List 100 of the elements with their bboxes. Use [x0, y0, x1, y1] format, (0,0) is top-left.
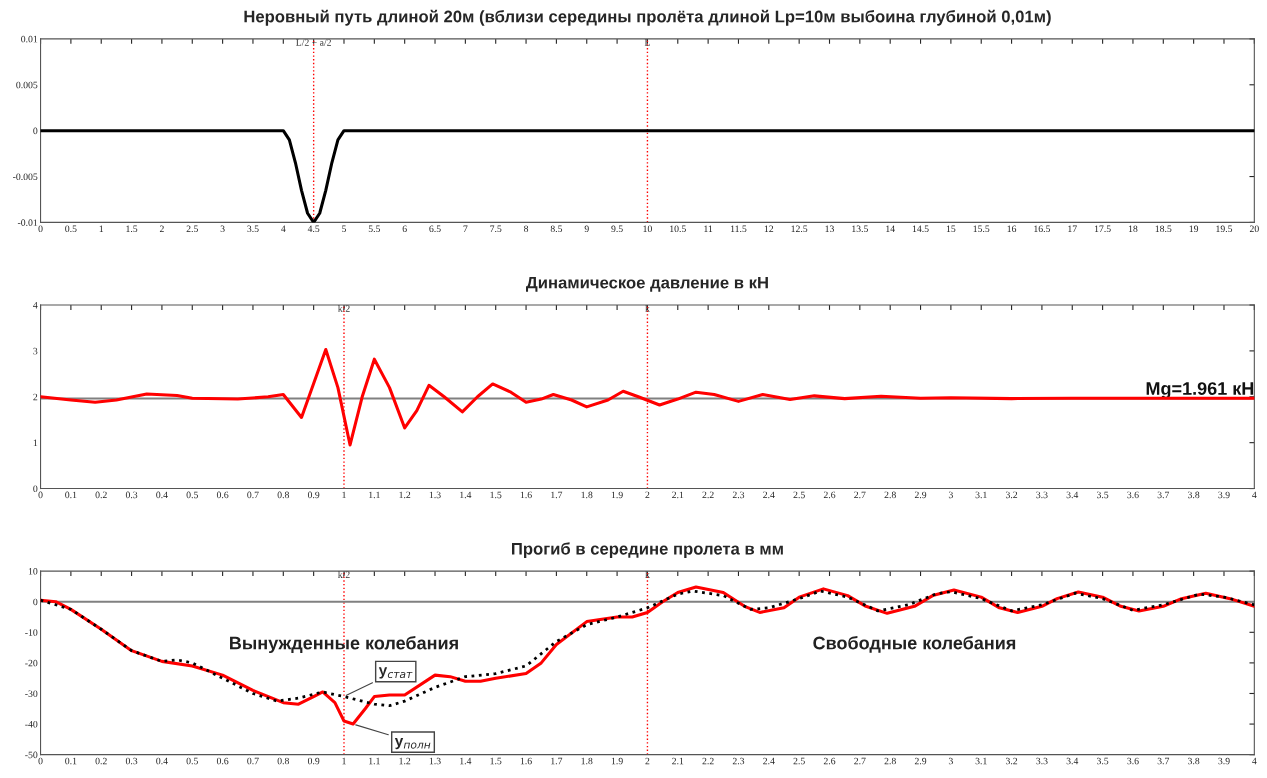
annotation: y$_{стат}$ — [378, 667, 413, 679]
y-tick-label: 0 — [33, 485, 38, 493]
x-tick-label: 15 — [946, 225, 956, 233]
y-tick-label: 4 — [33, 301, 38, 309]
x-tick-label: 0.1 — [65, 491, 77, 499]
y-tick-label: -50 — [25, 751, 38, 759]
y-tick-label: 0 — [33, 598, 38, 606]
x-tick-label: 7.5 — [490, 225, 502, 233]
x-tick-label: 1 — [342, 757, 346, 765]
x-tick-label: 2.1 — [672, 491, 684, 499]
x-tick-label: 0.7 — [247, 491, 259, 499]
x-tick-label: 0 — [38, 225, 43, 233]
x-tick-label: 0.1 — [65, 757, 77, 765]
x-tick-label: 4 — [1252, 491, 1257, 499]
x-tick-label: 2.7 — [854, 491, 866, 499]
x-tick-label: 3.3 — [1036, 491, 1048, 499]
x-tick-label: 3.1 — [975, 757, 987, 765]
x-tick-label: 0.9 — [307, 491, 320, 499]
x-tick-label: 17.5 — [1094, 225, 1111, 233]
annotation: Свободные колебания — [813, 635, 1016, 653]
x-tick-label: 2.5 — [793, 757, 805, 765]
x-tick-label: 2.2 — [702, 757, 714, 765]
x-tick-label: 1.5 — [126, 225, 138, 233]
x-tick-label: 0.4 — [156, 757, 168, 765]
x-tick-label: 0.9 — [307, 757, 320, 765]
x-tick-label: 2.8 — [884, 491, 896, 499]
x-tick-label: 3.6 — [1127, 491, 1139, 499]
x-tick-label: 2 — [645, 757, 650, 765]
x-tick-label: 3.5 — [1097, 757, 1109, 765]
x-tick-label: 3.1 — [975, 491, 987, 499]
x-tick-label: 7 — [463, 225, 468, 232]
x-tick-label: 3 — [948, 491, 953, 499]
x-tick-label: 2.5 — [186, 225, 198, 233]
x-tick-label: 1.3 — [429, 757, 441, 765]
x-tick-label: 1 — [99, 225, 104, 232]
x-tick-label: 3.9 — [1218, 757, 1230, 765]
x-tick-label: 0.3 — [125, 757, 138, 765]
x-tick-label: 0.6 — [216, 757, 229, 765]
ref-line-label: Mg=1.961 кН — [1146, 382, 1254, 399]
y-tick-label: 1 — [33, 439, 38, 447]
x-tick-label: 1.9 — [611, 757, 623, 765]
x-tick-label: 3.8 — [1188, 491, 1200, 499]
x-tick-label: 0.2 — [95, 757, 107, 765]
x-tick-label: 3.8 — [1188, 757, 1200, 765]
x-tick-label: 2.8 — [884, 757, 896, 765]
ref-line-label: L — [644, 39, 650, 46]
x-tick-label: 0.3 — [125, 491, 138, 499]
x-tick-label: 16.5 — [1034, 225, 1051, 233]
y-tick-label: 0 — [33, 127, 38, 135]
x-tick-label: 2 — [645, 491, 650, 499]
x-tick-label: 18.5 — [1155, 225, 1172, 233]
x-tick-label: 11.5 — [731, 225, 747, 233]
x-tick-label: 1.7 — [551, 757, 563, 765]
x-tick-label: 2.1 — [672, 757, 684, 765]
x-tick-label: 14 — [886, 225, 895, 232]
x-tick-label: 12 — [764, 225, 774, 232]
x-tick-label: 2.3 — [732, 491, 745, 499]
y-tick-label: 2 — [33, 393, 38, 401]
annotation: Вынужденные колебания — [230, 636, 458, 654]
x-tick-label: 10.5 — [670, 225, 686, 233]
x-tick-label: 16 — [1007, 225, 1017, 233]
x-tick-label: 1.5 — [490, 757, 502, 765]
x-tick-label: 17 — [1068, 225, 1077, 232]
y-tick-label: -0.01 — [17, 219, 38, 226]
x-tick-label: 5.5 — [368, 225, 381, 233]
x-tick-label: 3.6 — [1127, 757, 1139, 765]
y-tick-label: -40 — [25, 720, 38, 728]
x-tick-label: 8.5 — [550, 225, 563, 233]
chart-title: Неровный путь длиной 20м (вблизи середины пролёта длиной Lp=10м выбоина глубиной 0,01м) — [244, 9, 1051, 26]
x-tick-label: 18 — [1128, 225, 1138, 233]
x-tick-label: 0.7 — [247, 757, 259, 765]
x-tick-label: 0.2 — [95, 491, 107, 499]
x-tick-label: 2.9 — [914, 491, 927, 499]
ref-line-label: k — [645, 305, 650, 312]
x-tick-label: 2.3 — [732, 757, 745, 765]
y-tick-label: 0.01 — [21, 35, 38, 43]
x-tick-label: 3.5 — [1097, 491, 1109, 499]
x-tick-label: 15.5 — [973, 225, 990, 233]
x-tick-label: 2.2 — [702, 491, 714, 499]
x-tick-label: 3.4 — [1066, 491, 1079, 499]
x-tick-label: 3.2 — [1005, 757, 1018, 765]
x-tick-label: 10 — [643, 225, 652, 233]
y-tick-label: -0.005 — [13, 173, 38, 181]
x-tick-label: 0 — [38, 757, 43, 765]
x-tick-label: 1.2 — [399, 491, 411, 499]
ref-line-label: k — [645, 571, 650, 578]
x-tick-label: 3 — [948, 757, 953, 765]
x-tick-label: 1 — [342, 491, 346, 499]
x-tick-label: 0 — [38, 491, 43, 499]
x-tick-label: 20 — [1249, 225, 1259, 233]
x-tick-label: 0.5 — [65, 225, 77, 233]
x-tick-label: 1.3 — [429, 491, 441, 499]
x-tick-label: 9.5 — [611, 225, 623, 233]
chart-title: Динамическое давление в кН — [526, 276, 768, 292]
x-tick-label: 4 — [281, 225, 286, 232]
y-tick-label: -10 — [25, 629, 38, 636]
line-series — [40, 589, 1255, 708]
x-tick-label: 1.8 — [581, 491, 593, 499]
x-tick-label: 3.7 — [1157, 757, 1170, 765]
y-tick-label: 3 — [33, 347, 38, 355]
